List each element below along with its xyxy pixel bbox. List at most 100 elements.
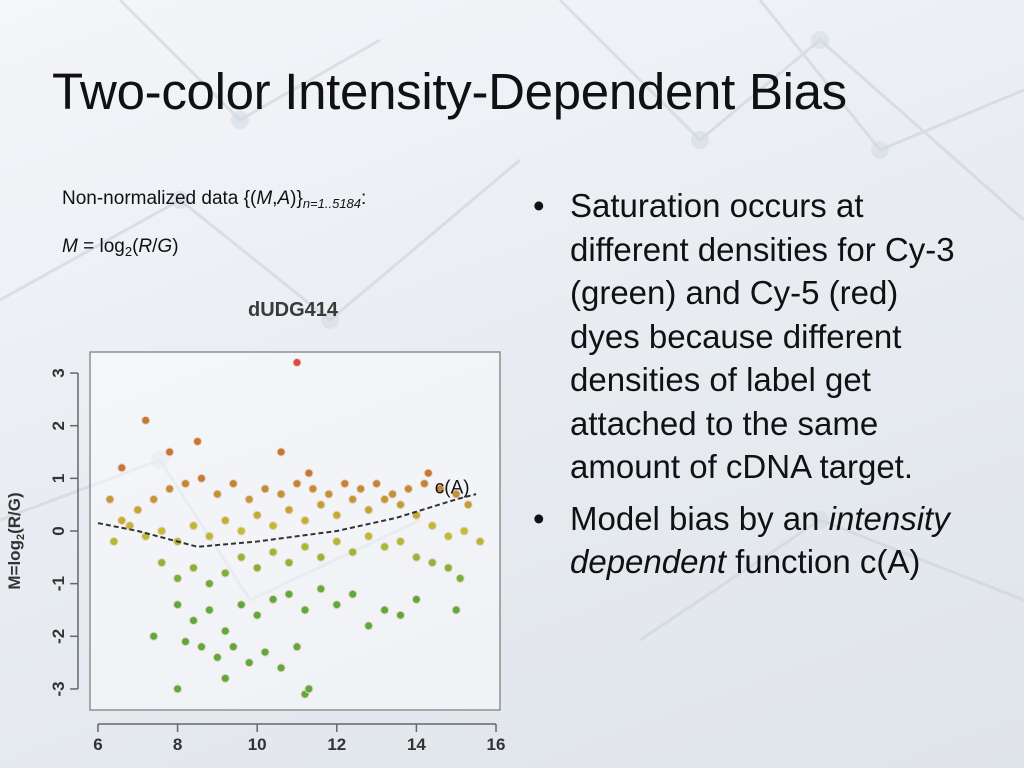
- data-point: [364, 505, 374, 515]
- data-point: [396, 537, 405, 546]
- data-point: [411, 594, 421, 604]
- x-tick-label: 16: [487, 735, 506, 754]
- data-point: [173, 573, 183, 583]
- chart-title: dUDG414: [248, 299, 339, 321]
- data-point: [193, 437, 202, 446]
- data-point: [348, 494, 358, 504]
- data-point: [189, 616, 198, 625]
- curve-label: c(A): [435, 477, 470, 498]
- data-point: [197, 642, 206, 652]
- data-point: [380, 494, 390, 504]
- data-point: [212, 489, 222, 499]
- data-point: [411, 552, 421, 562]
- data-point: [165, 484, 175, 494]
- data-point: [268, 547, 278, 557]
- data-point: [427, 521, 437, 531]
- data-point: [451, 605, 461, 615]
- data-point: [228, 479, 238, 489]
- data-point: [396, 610, 405, 620]
- data-point: [427, 558, 437, 568]
- data-point: [300, 516, 310, 525]
- data-point: [443, 563, 453, 573]
- data-point: [189, 521, 198, 531]
- data-point: [292, 642, 302, 652]
- x-tick-label: 8: [173, 735, 182, 754]
- data-point: [403, 484, 413, 494]
- data-point: [268, 521, 278, 531]
- data-point: [252, 563, 262, 573]
- data-point: [292, 479, 302, 489]
- data-point: [364, 531, 374, 541]
- data-point: [419, 479, 429, 489]
- x-tick-label: 10: [248, 735, 267, 754]
- bias-curve: [97, 493, 477, 548]
- data-point: [463, 500, 473, 510]
- data-point: [173, 684, 183, 694]
- bullet-mark: •: [533, 499, 545, 537]
- y-tick-label: -2: [49, 629, 68, 644]
- bullet-text: Model bias by an: [570, 499, 829, 537]
- data-point: [308, 484, 318, 494]
- data-point: [324, 489, 334, 499]
- data-point: [165, 447, 175, 457]
- data-point: [105, 494, 115, 504]
- data-point: [380, 542, 390, 552]
- data-point: [220, 516, 230, 525]
- data-point: [332, 510, 342, 520]
- data-caption: Non-normalized data {(M,A)}n=1..5184:: [62, 188, 367, 211]
- data-point: [276, 447, 286, 457]
- bullet-emphasis: intensity dependent: [570, 499, 950, 581]
- data-point: [220, 568, 230, 578]
- slide-title: Two-color Intensity-Dependent Bias: [52, 63, 847, 120]
- data-point: [300, 542, 310, 552]
- y-tick-label: 3: [49, 368, 68, 377]
- data-point: [268, 594, 278, 604]
- x-tick-label: 14: [407, 735, 426, 754]
- data-point: [220, 626, 230, 636]
- data-point: [455, 573, 465, 583]
- data-point: [236, 600, 246, 610]
- data-point: [364, 621, 374, 631]
- bullet-item-saturation: • Saturation occurs at different densitie…: [533, 184, 973, 489]
- bullet-mark: •: [533, 187, 545, 224]
- data-point: [316, 500, 326, 510]
- data-point: [204, 531, 214, 541]
- data-point: [332, 600, 342, 610]
- data-point: [173, 600, 183, 610]
- y-axis-label: M=log2(R/G): [5, 492, 27, 589]
- data-point: [220, 673, 230, 683]
- data-point: [252, 510, 262, 520]
- x-tick-label: 12: [327, 735, 346, 754]
- bullet-item-model-bias: • Model bias by an intensity dependent fu…: [533, 497, 973, 584]
- y-tick-label: 2: [49, 421, 68, 430]
- data-point: [276, 489, 286, 499]
- x-tick-label: 6: [93, 735, 102, 754]
- data-point: [284, 558, 294, 568]
- data-point: [260, 484, 270, 494]
- data-point: [228, 642, 238, 652]
- data-point: [204, 605, 214, 615]
- data-point: [149, 631, 159, 641]
- data-point: [443, 531, 453, 541]
- data-point: [117, 463, 127, 473]
- y-tick-label: -3: [49, 681, 68, 696]
- data-point: [149, 494, 159, 504]
- data-point: [181, 479, 190, 489]
- data-point: [316, 552, 326, 562]
- bullet-text: Saturation occurs at different densities…: [570, 187, 955, 485]
- data-point: [252, 610, 262, 620]
- data-point: [356, 484, 366, 494]
- data-point: [204, 579, 214, 589]
- data-point: [284, 505, 294, 515]
- data-point: [244, 494, 254, 504]
- data-point: [236, 526, 246, 536]
- data-point: [451, 489, 461, 499]
- data-point: [332, 537, 342, 546]
- formula-caption: M = log2(R/G): [62, 236, 179, 259]
- data-point: [276, 663, 286, 673]
- data-point: [141, 415, 151, 425]
- data-point: [300, 605, 310, 615]
- data-point: [459, 526, 469, 536]
- data-point: [212, 652, 222, 662]
